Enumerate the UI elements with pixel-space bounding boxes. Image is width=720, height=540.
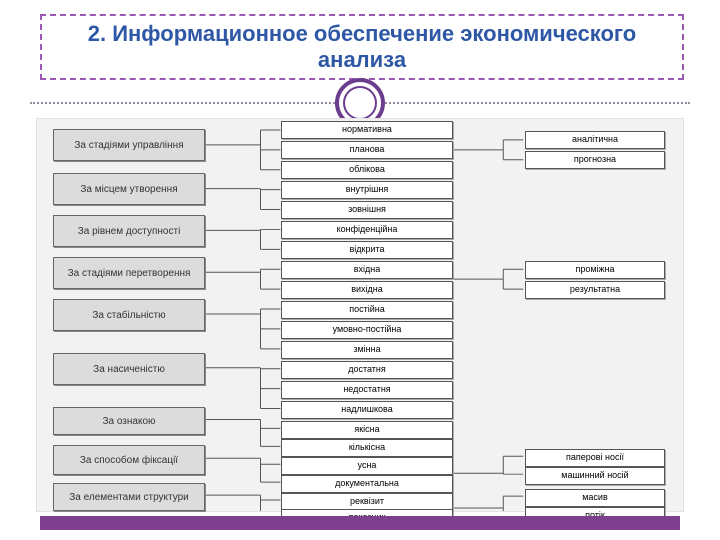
value-r1: аналітична — [525, 131, 665, 149]
value-m2: планова — [281, 141, 453, 159]
value-m19: документальна — [281, 475, 453, 493]
value-r3: проміжна — [525, 261, 665, 279]
value-m11: умовно-постійна — [281, 321, 453, 339]
value-m17: кількісна — [281, 439, 453, 457]
value-r7: масив — [525, 489, 665, 507]
value-r4: результатна — [525, 281, 665, 299]
value-m8: вхідна — [281, 261, 453, 279]
value-m1: нормативна — [281, 121, 453, 139]
slide: 2. Информационное обеспечение экономичес… — [0, 0, 720, 540]
category-c7: За ознакою — [53, 407, 205, 435]
value-m6: конфіденційна — [281, 221, 453, 239]
value-r5: паперові носії — [525, 449, 665, 467]
value-m9: вихідна — [281, 281, 453, 299]
title-container: 2. Информационное обеспечение экономичес… — [40, 14, 684, 80]
value-m4: внутрішня — [281, 181, 453, 199]
value-m18: усна — [281, 457, 453, 475]
value-r6: машинний носій — [525, 467, 665, 485]
category-c6: За насиченістю — [53, 353, 205, 385]
value-m7: відкрита — [281, 241, 453, 259]
slide-title: 2. Информационное обеспечение экономичес… — [42, 21, 682, 74]
value-m16: якісна — [281, 421, 453, 439]
category-c2: За місцем утворення — [53, 173, 205, 205]
category-c9: За елементами структури — [53, 483, 205, 511]
category-c3: За рівнем доступності — [53, 215, 205, 247]
value-r2: прогнозна — [525, 151, 665, 169]
classification-diagram: За стадіями управління нормативна планова о… — [36, 118, 684, 512]
category-c5: За стабільністю — [53, 299, 205, 331]
category-c8: За способом фіксації — [53, 445, 205, 475]
value-m12: змінна — [281, 341, 453, 359]
bottom-bar — [40, 516, 680, 530]
value-m14: недостатня — [281, 381, 453, 399]
value-m13: достатня — [281, 361, 453, 379]
value-m15: надлишкова — [281, 401, 453, 419]
value-m5: зовнішня — [281, 201, 453, 219]
value-m3: облікова — [281, 161, 453, 179]
value-m10: постійна — [281, 301, 453, 319]
category-c4: За стадіями перетворення — [53, 257, 205, 289]
category-c1: За стадіями управління — [53, 129, 205, 161]
